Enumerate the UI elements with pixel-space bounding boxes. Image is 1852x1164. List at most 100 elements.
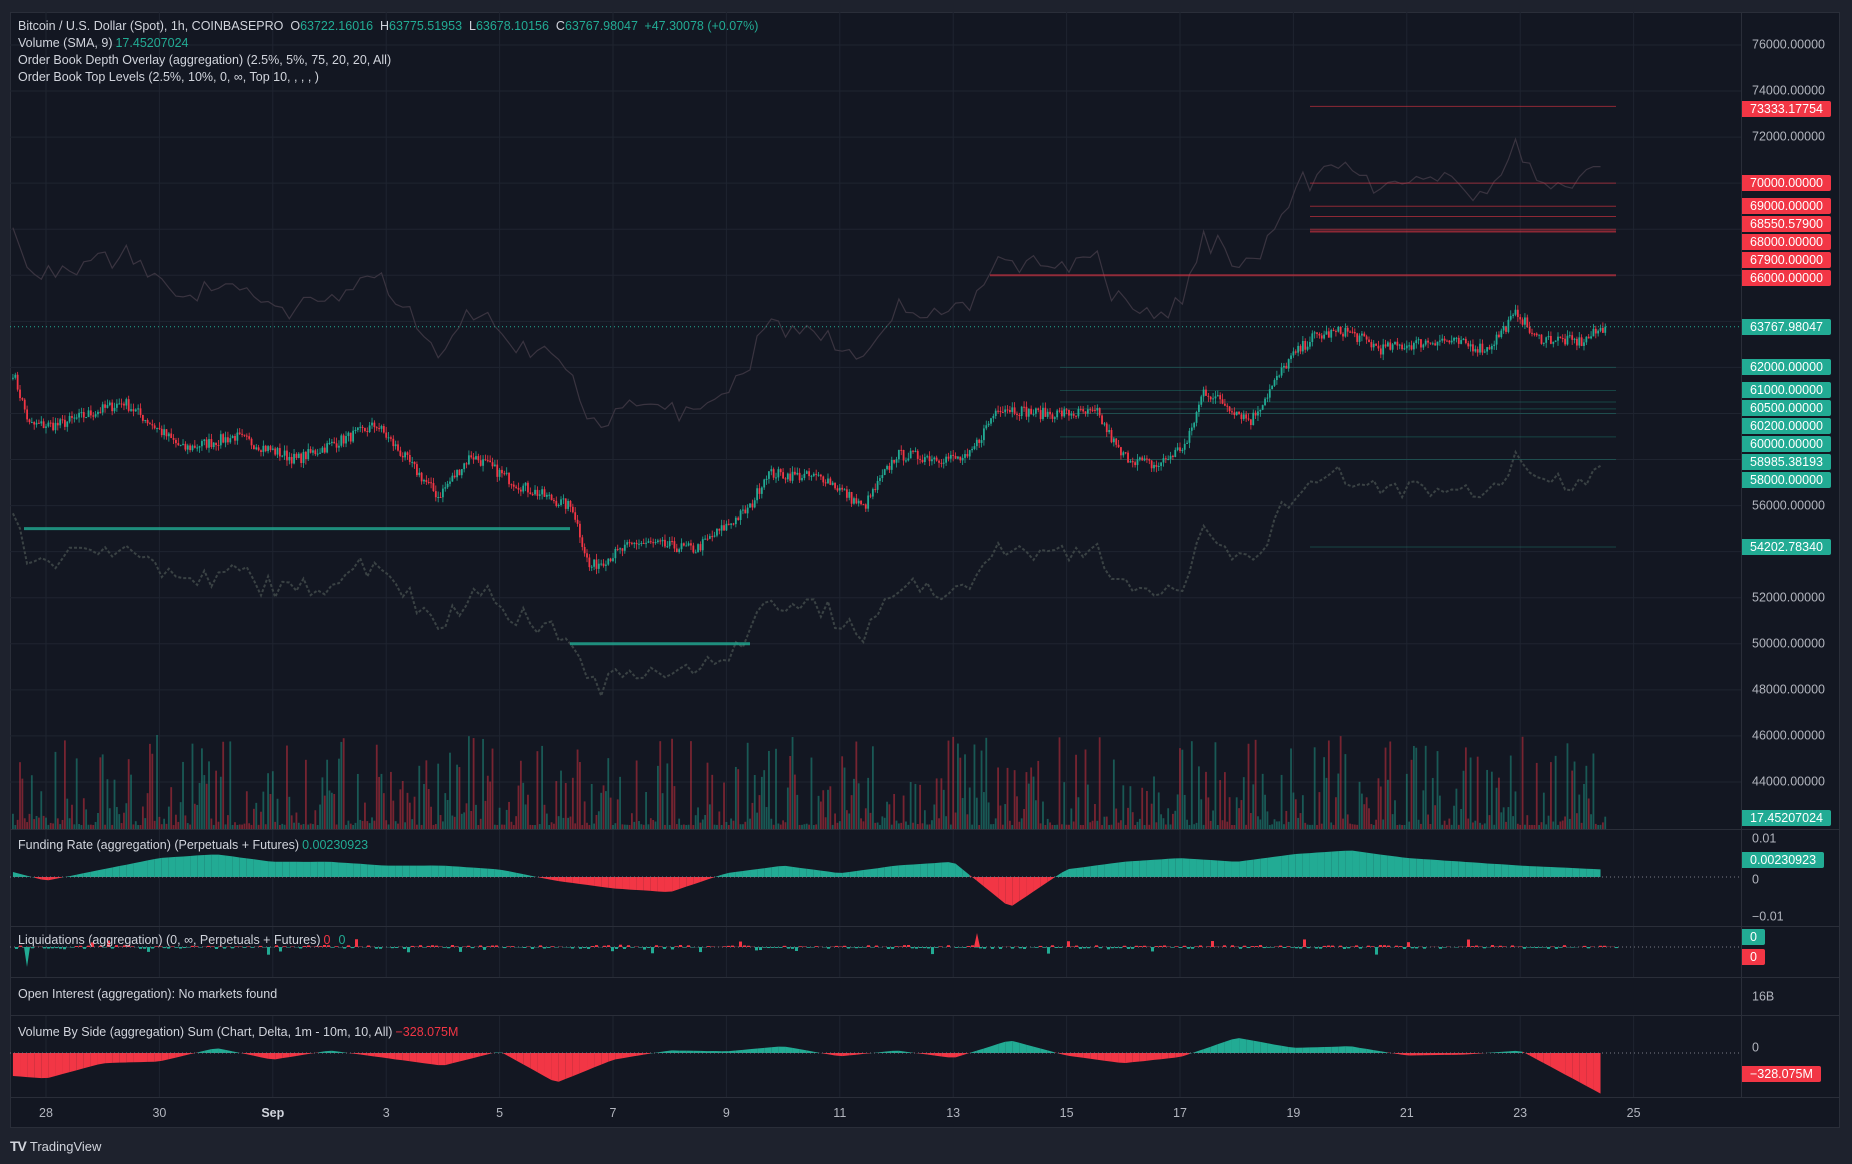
candle: [945, 456, 948, 463]
liquidation-bar: [1075, 945, 1078, 947]
liquidation-bar: [727, 945, 730, 947]
volume-bar: [605, 791, 607, 829]
liquidation-bar: [927, 947, 930, 949]
volume-bar: [12, 813, 14, 829]
liquidation-bar: [1051, 945, 1054, 947]
liquidation-bar: [1123, 945, 1126, 947]
candle: [638, 543, 640, 545]
liquidation-bar: [739, 941, 742, 947]
volume-bar: [1604, 816, 1607, 829]
funding-axis[interactable]: 0.01 0 −0.01 0.00230923: [1741, 830, 1840, 927]
volume-by-side-area: [1352, 1046, 1360, 1053]
volume-bar: [130, 774, 132, 829]
candle: [1531, 332, 1533, 334]
liquidations-legend[interactable]: Liquidations (aggregation) (0, ∞, Perpet…: [18, 933, 345, 947]
price-pane[interactable]: Bitcoin / U.S. Dollar (Spot), 1h, COINBA…: [10, 12, 1741, 830]
liquidations-pane[interactable]: Liquidations (aggregation) (0, ∞, Perpet…: [10, 927, 1741, 978]
liquidations-axis[interactable]: 0 0: [1741, 927, 1840, 978]
candle: [56, 422, 59, 426]
top-levels-legend[interactable]: Order Book Top Levels (2.5%, 10%, 0, ∞, …: [18, 70, 319, 84]
funding-area: [239, 857, 247, 877]
volume-by-side-area: [487, 1052, 495, 1055]
candle: [352, 430, 355, 442]
candle: [92, 415, 95, 417]
funding-area: [1579, 868, 1587, 877]
volume-bar: [470, 810, 473, 829]
candle: [947, 456, 950, 459]
candle: [1266, 397, 1269, 399]
liquidation-bar: [115, 945, 118, 947]
candle: [668, 541, 671, 547]
volume-by-side-area: [1111, 1053, 1119, 1063]
liquidation-bar: [1251, 946, 1254, 947]
candle: [985, 425, 988, 429]
candle: [243, 434, 246, 436]
candle: [99, 411, 102, 413]
candle: [255, 447, 258, 450]
candle: [458, 469, 461, 476]
candle: [1387, 342, 1389, 347]
liquidation-bar: [683, 947, 686, 948]
open-interest-legend[interactable]: Open Interest (aggregation): No markets …: [18, 987, 278, 1001]
candle: [449, 481, 451, 484]
candle: [923, 457, 926, 463]
volume-bar: [1167, 808, 1170, 829]
candle: [975, 439, 978, 447]
volume-by-side-legend[interactable]: Volume By Side (aggregation) Sum (Chart,…: [18, 1025, 458, 1039]
volume-by-side-pane[interactable]: Volume By Side (aggregation) Sum (Chart,…: [10, 1016, 1741, 1098]
volume-bar: [1335, 797, 1337, 829]
volume-bar: [1585, 765, 1588, 829]
candle: [1233, 412, 1236, 416]
candle: [1561, 337, 1564, 339]
candle: [1091, 409, 1094, 411]
volume-bar: [713, 824, 716, 829]
liquidation-bar: [91, 942, 94, 947]
candle: [297, 453, 300, 458]
candle: [477, 456, 480, 461]
candle: [189, 445, 192, 451]
depth-overlay-legend[interactable]: Order Book Depth Overlay (aggregation) (…: [18, 53, 392, 67]
symbol-title[interactable]: Bitcoin / U.S. Dollar (Spot), 1h, COINBA…: [18, 19, 284, 33]
candle: [1576, 338, 1578, 346]
price-chart[interactable]: [10, 12, 1741, 830]
candle: [1122, 452, 1125, 456]
liquidation-bar: [775, 947, 778, 948]
volume-bar: [1394, 800, 1396, 829]
volume-bar: [120, 823, 123, 829]
liquidation-bar: [691, 947, 694, 948]
volume-bar: [1155, 822, 1158, 829]
open-interest-pane[interactable]: Open Interest (aggregation): No markets …: [10, 978, 1741, 1016]
volume-bar: [815, 824, 818, 829]
volume-by-side-axis[interactable]: 0 −328.075M: [1741, 1016, 1840, 1098]
volume-bar: [425, 760, 428, 829]
volume-bar: [1361, 793, 1363, 829]
candle: [16, 374, 19, 390]
volume-by-side-area: [218, 1048, 226, 1053]
funding-area: [898, 864, 906, 877]
price-tick: 50000.00000: [1752, 636, 1825, 651]
volume-bar: [978, 824, 981, 829]
price-axis[interactable]: 76000.00000 74000.00000 73333.17754 72000.0…: [1741, 12, 1840, 830]
candle: [1547, 335, 1550, 338]
liquidation-bar: [1243, 945, 1246, 947]
volume-bar: [49, 822, 52, 829]
candle: [548, 494, 551, 496]
volume-bar: [1120, 820, 1122, 829]
candle: [378, 428, 381, 430]
volume-legend[interactable]: Volume (SMA, 9) 17.45207024: [18, 36, 188, 50]
volume-by-side-area: [1210, 1044, 1218, 1053]
volume-bar: [801, 824, 803, 829]
price-tick: 48000.00000: [1752, 682, 1825, 697]
candle: [52, 422, 54, 431]
funding-legend[interactable]: Funding Rate (aggregation) (Perpetuals +…: [18, 838, 368, 852]
liquidation-bar: [147, 947, 150, 952]
volume-by-side-area: [303, 1053, 311, 1055]
open-interest-axis[interactable]: 16B: [1741, 978, 1840, 1016]
funding-area: [1572, 867, 1580, 877]
volume-bar: [210, 818, 213, 829]
funding-rate-pane[interactable]: Funding Rate (aggregation) (Perpetuals +…: [10, 830, 1741, 927]
volume-by-side-area: [204, 1049, 212, 1053]
tradingview-logo[interactable]: TV TradingView: [10, 1138, 101, 1154]
volume-bar: [453, 816, 456, 829]
volume-bar: [553, 823, 555, 829]
